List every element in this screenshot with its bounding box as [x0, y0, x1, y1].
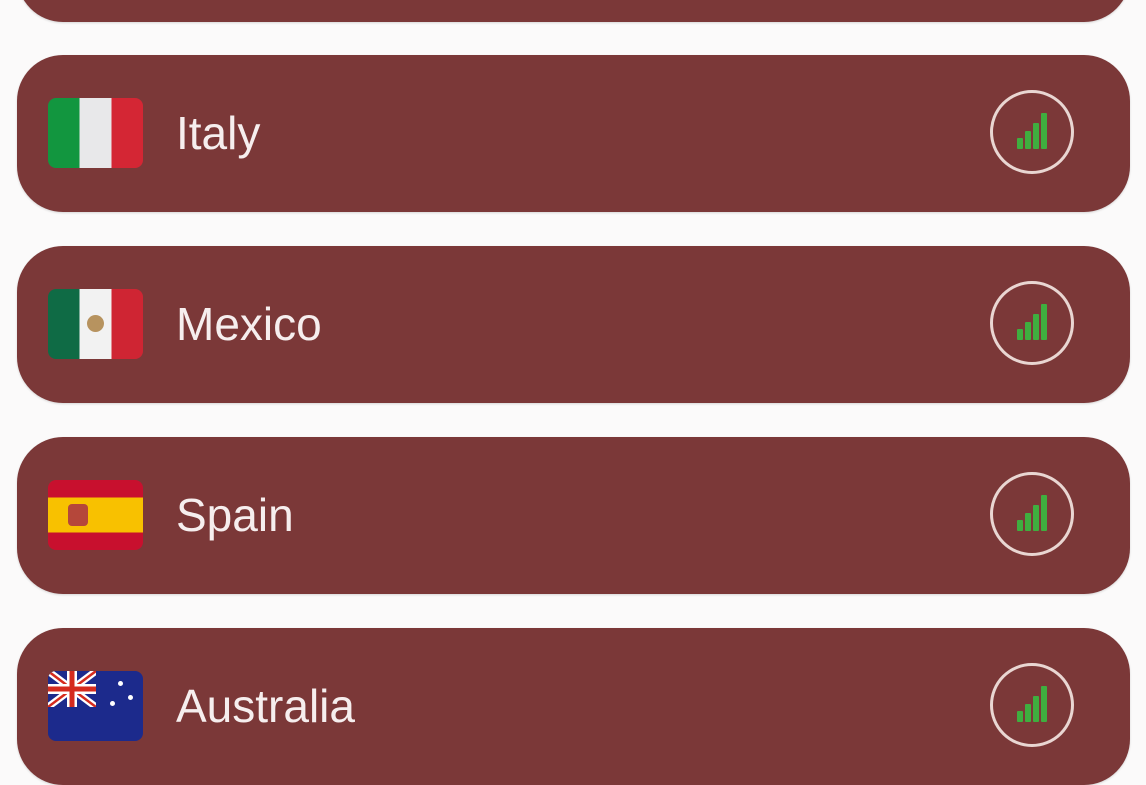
- signal-strength-icon[interactable]: [990, 281, 1074, 365]
- server-item-partial[interactable]: [17, 0, 1130, 22]
- signal-bar: [1041, 495, 1047, 531]
- signal-strength-icon[interactable]: [990, 472, 1074, 556]
- signal-bar: [1033, 123, 1039, 149]
- server-item-italy[interactable]: Italy: [17, 55, 1130, 212]
- country-name: Australia: [176, 680, 355, 732]
- signal-bar: [1033, 505, 1039, 531]
- signal-bar: [1025, 513, 1031, 531]
- spain-flag-icon: [48, 480, 143, 550]
- country-name: Mexico: [176, 298, 322, 350]
- server-item-australia[interactable]: Australia: [17, 628, 1130, 785]
- italy-flag-icon: [48, 98, 143, 168]
- signal-bar: [1025, 322, 1031, 340]
- signal-bar: [1017, 138, 1023, 149]
- signal-bar: [1033, 314, 1039, 340]
- signal-bar: [1017, 329, 1023, 340]
- signal-bar: [1041, 686, 1047, 722]
- signal-bar: [1033, 696, 1039, 722]
- signal-strength-icon[interactable]: [990, 90, 1074, 174]
- signal-bar: [1041, 113, 1047, 149]
- signal-bar: [1025, 131, 1031, 149]
- signal-bar: [1025, 704, 1031, 722]
- country-name: Spain: [176, 489, 294, 541]
- server-item-mexico[interactable]: Mexico: [17, 246, 1130, 403]
- signal-bar: [1017, 520, 1023, 531]
- signal-strength-icon[interactable]: [990, 663, 1074, 747]
- signal-bar: [1017, 711, 1023, 722]
- signal-bar: [1041, 304, 1047, 340]
- australia-flag-icon: [48, 671, 143, 741]
- mexico-flag-icon: [48, 289, 143, 359]
- server-item-spain[interactable]: Spain: [17, 437, 1130, 594]
- country-name: Italy: [176, 107, 261, 159]
